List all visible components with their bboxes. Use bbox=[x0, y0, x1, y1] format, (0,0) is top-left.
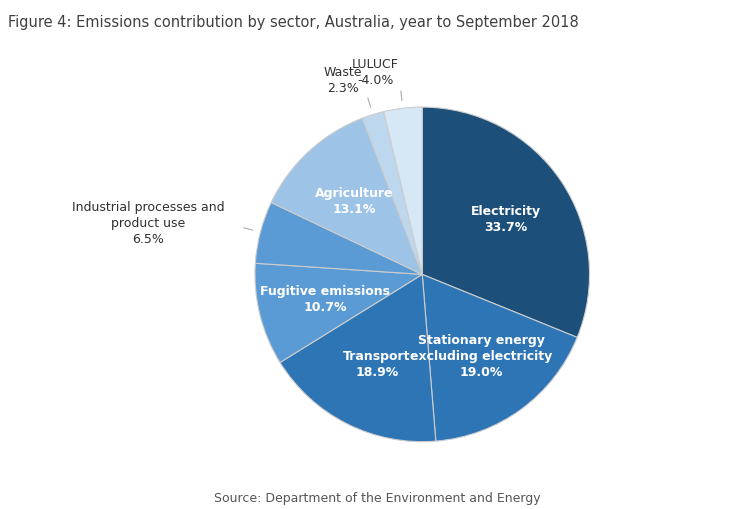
Text: Agriculture
13.1%: Agriculture 13.1% bbox=[315, 187, 394, 216]
Wedge shape bbox=[256, 203, 422, 275]
Wedge shape bbox=[363, 112, 422, 275]
Wedge shape bbox=[280, 275, 436, 442]
Wedge shape bbox=[422, 275, 578, 441]
Text: Industrial processes and
product use
6.5%: Industrial processes and product use 6.5… bbox=[72, 201, 225, 246]
Text: Fugitive emissions
10.7%: Fugitive emissions 10.7% bbox=[260, 285, 390, 314]
Text: Electricity
33.7%: Electricity 33.7% bbox=[470, 205, 541, 234]
Wedge shape bbox=[255, 264, 422, 363]
Text: Stationary energy
excluding electricity
19.0%: Stationary energy excluding electricity … bbox=[410, 333, 553, 378]
Text: Waste
2.3%: Waste 2.3% bbox=[323, 66, 362, 95]
Wedge shape bbox=[384, 108, 422, 275]
Text: Source: Department of the Environment and Energy: Source: Department of the Environment an… bbox=[213, 491, 541, 504]
Wedge shape bbox=[422, 108, 590, 338]
Text: LULUCF
-4.0%: LULUCF -4.0% bbox=[351, 58, 399, 87]
Text: Transport
18.9%: Transport 18.9% bbox=[343, 350, 411, 379]
Wedge shape bbox=[271, 119, 422, 275]
Text: Figure 4: Emissions contribution by sector, Australia, year to September 2018: Figure 4: Emissions contribution by sect… bbox=[8, 15, 578, 30]
